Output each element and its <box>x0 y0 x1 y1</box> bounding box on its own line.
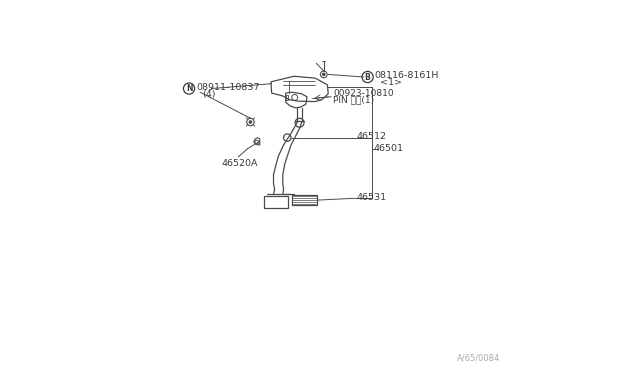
Text: PIN ピン(1): PIN ピン(1) <box>333 95 374 104</box>
Text: A/65/0084: A/65/0084 <box>457 354 500 363</box>
Text: 00923-10810: 00923-10810 <box>333 89 394 98</box>
Text: 46531: 46531 <box>356 193 387 202</box>
Text: 08911-10837: 08911-10837 <box>196 83 260 92</box>
Text: <1>: <1> <box>380 78 403 87</box>
Circle shape <box>323 73 325 76</box>
Circle shape <box>250 121 252 123</box>
Text: (4): (4) <box>202 90 216 99</box>
Text: B: B <box>365 73 371 81</box>
Text: 46520A: 46520A <box>221 159 258 168</box>
Text: 46501: 46501 <box>374 144 404 153</box>
Text: N: N <box>186 84 192 93</box>
Text: 08116-8161H: 08116-8161H <box>374 71 439 80</box>
Text: 46512: 46512 <box>356 132 387 141</box>
